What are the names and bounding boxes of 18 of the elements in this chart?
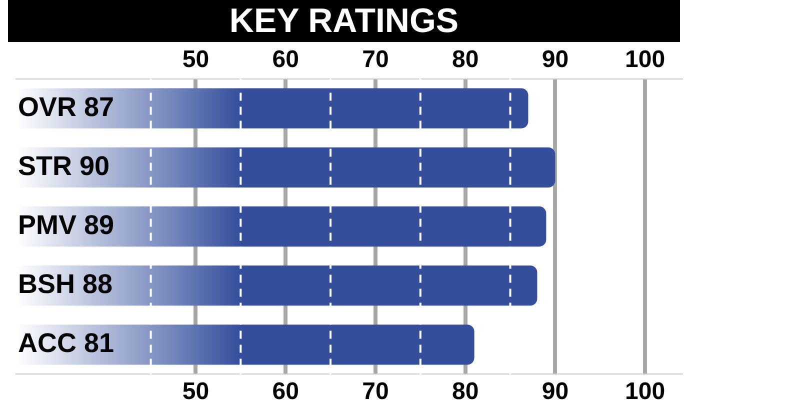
x-tick-label: 70: [362, 46, 389, 74]
x-tick-label: 50: [182, 46, 210, 74]
y-tick-label: STR 90: [18, 150, 110, 181]
x-tick-label: 80: [452, 46, 479, 74]
x-tick-label: 60: [272, 46, 299, 74]
x2-tick-label: 50: [182, 378, 210, 406]
x2-tick-label: 90: [542, 378, 569, 406]
y-tick-label: ACC 81: [18, 328, 114, 358]
y-tick-label: BSH 88: [18, 269, 113, 300]
y-tick-label: PMV 89: [18, 210, 114, 240]
x-tick-label: 100: [625, 46, 666, 74]
x2-tick-label: 70: [362, 378, 389, 406]
x2-tick-label: 100: [625, 378, 666, 406]
x-tick-label: 90: [542, 46, 569, 74]
y-tick-label: OVR 87: [18, 92, 114, 122]
chart-title: KEY RATINGS: [8, 0, 680, 42]
x2-tick-label: 60: [272, 378, 299, 406]
x2-tick-label: 80: [452, 378, 479, 406]
